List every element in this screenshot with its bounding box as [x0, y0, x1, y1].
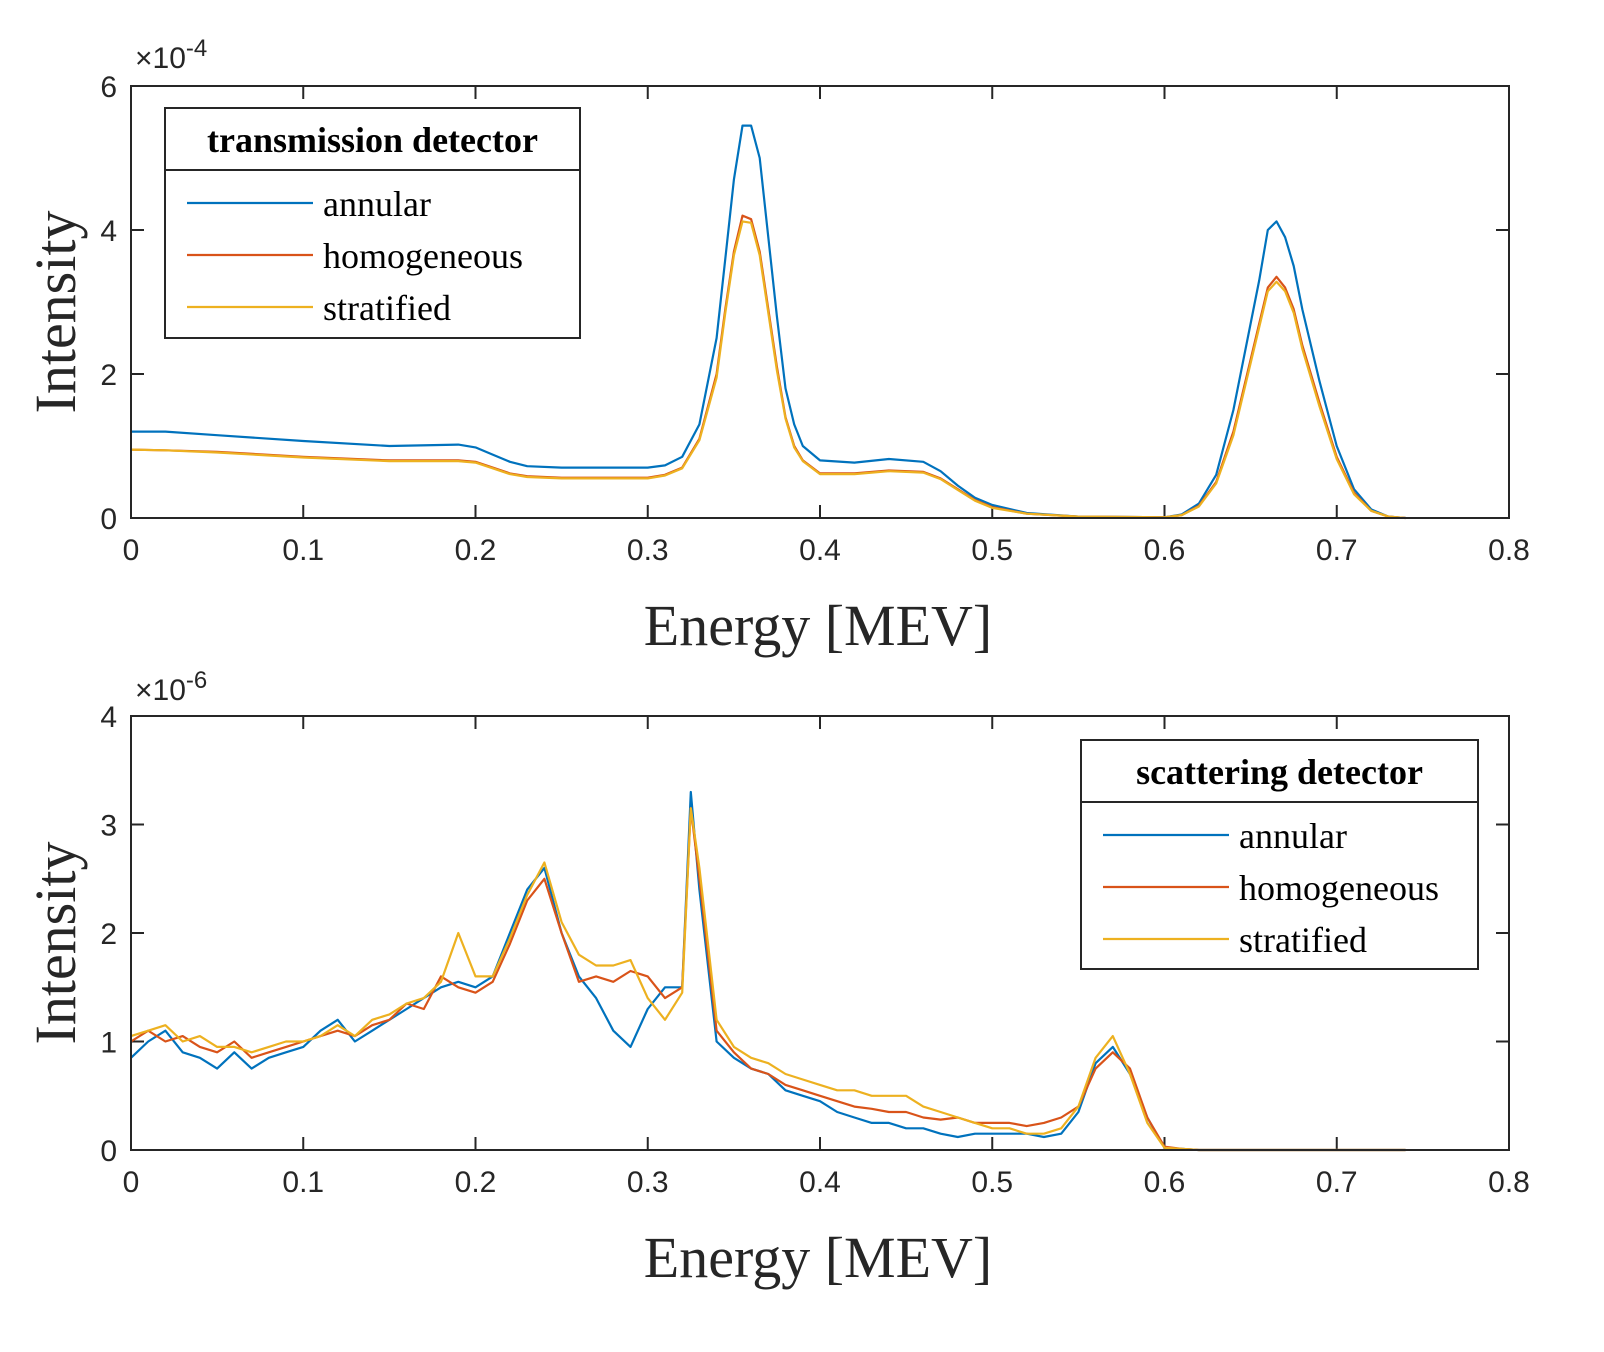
legend-title: scattering detector — [1136, 752, 1423, 792]
y-axis-label: Intensity — [23, 211, 88, 414]
plot-frame — [130, 85, 1510, 519]
exponent-base: ×10 — [135, 42, 186, 75]
legend-box — [164, 107, 581, 339]
x-tick-label: 0.7 — [1316, 1166, 1358, 1199]
y-axis-label: Intensity — [23, 842, 88, 1045]
exponent-base: ×10 — [135, 674, 186, 707]
exponent-power: -4 — [186, 35, 207, 62]
series-line-annular — [131, 124, 1406, 520]
x-tick-label: 0.7 — [1316, 534, 1358, 567]
y-tick-label: 2 — [100, 359, 117, 392]
legend: scattering detector annular homogeneous str… — [1080, 739, 1479, 970]
y-exponent-label: ×10-6 — [135, 667, 207, 707]
legend-entry-annular: annular — [323, 184, 431, 224]
x-tick-label: 0.1 — [282, 534, 324, 567]
x-tick-label: 0.8 — [1488, 534, 1530, 567]
y-tick-label: 1 — [100, 1027, 117, 1060]
x-axis-label: Energy [MEV] — [644, 1225, 992, 1290]
legend-title: transmission detector — [207, 120, 538, 160]
transmission-chart: 0 0.1 0.2 0.3 0.4 0.5 0.6 0.7 0.8 0 2 4 6 ×10-4 Energy… — [23, 35, 1530, 658]
x-tick-label: 0.5 — [971, 1166, 1013, 1199]
x-tick-label: 0 — [123, 534, 140, 567]
x-tick-label: 0.5 — [971, 534, 1013, 567]
y-tick-label: 6 — [100, 71, 117, 104]
legend: transmission detector annular homogeneous s… — [164, 107, 581, 339]
x-tick-label: 0.8 — [1488, 1166, 1530, 1199]
x-axis-label: Energy [MEV] — [644, 593, 992, 658]
x-tick-label: 0.4 — [799, 1166, 841, 1199]
legend-entry-annular: annular — [1239, 816, 1347, 856]
series-line-stratified — [130, 220, 1406, 520]
legend-entry-stratified: stratified — [1239, 920, 1367, 960]
legend-entry-homogeneous: homogeneous — [1239, 868, 1439, 908]
x-tick-label: 0 — [123, 1166, 140, 1199]
legend-box — [1080, 739, 1479, 970]
legend-entry-stratified: stratified — [323, 288, 451, 328]
x-tick-label: 0.3 — [627, 534, 669, 567]
y-tick-label: 4 — [100, 701, 117, 734]
exponent-power: -6 — [186, 667, 207, 694]
x-tick-label: 0.3 — [627, 1166, 669, 1199]
x-tick-label: 0.6 — [1144, 1166, 1186, 1199]
x-tick-label: 0.2 — [455, 1166, 497, 1199]
y-tick-label: 0 — [100, 503, 117, 536]
y-tick-label: 4 — [100, 215, 117, 248]
legend-entry-homogeneous: homogeneous — [323, 236, 523, 276]
x-tick-label: 0.2 — [455, 534, 497, 567]
y-exponent-label: ×10-4 — [135, 35, 207, 75]
y-tick-label: 3 — [100, 810, 117, 843]
plot-frame — [130, 715, 1510, 1151]
scattering-chart: 0 0.1 0.2 0.3 0.4 0.5 0.6 0.7 0.8 0 1 2 3 4 ×10-6 Energ… — [23, 667, 1530, 1290]
x-tick-label: 0.1 — [282, 1166, 324, 1199]
y-tick-label: 0 — [100, 1135, 117, 1168]
x-tick-label: 0.4 — [799, 534, 841, 567]
y-tick-label: 2 — [100, 918, 117, 951]
x-tick-label: 0.6 — [1144, 534, 1186, 567]
